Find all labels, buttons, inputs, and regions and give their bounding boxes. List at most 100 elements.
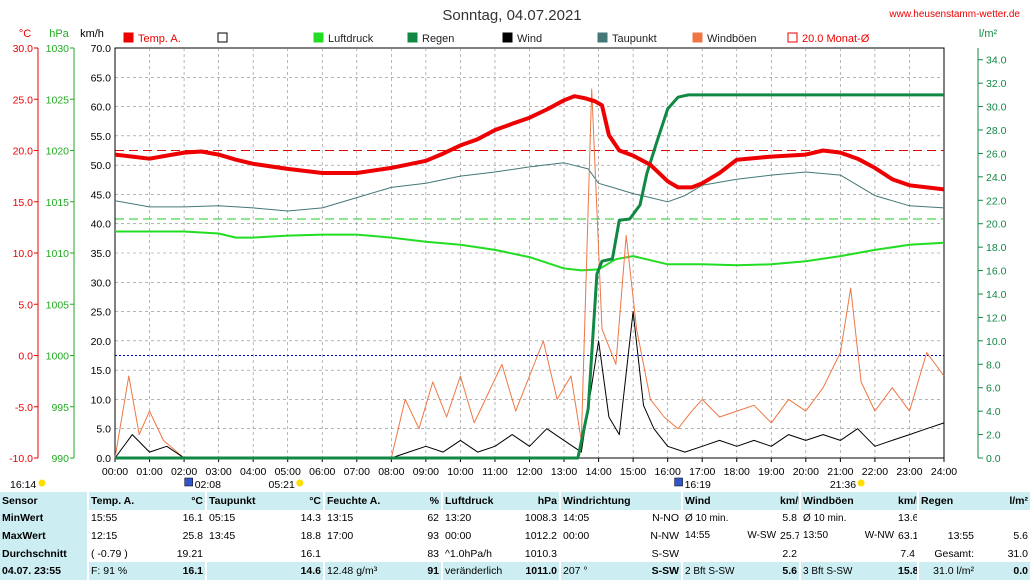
rain-tick-label: 34.0 — [986, 55, 1007, 67]
dew-value: 18.8 — [300, 529, 321, 542]
temp-tick-label: 10.0 — [13, 248, 34, 260]
table-row: Durchschnitt( -0.79 ) 19.21 16.1 83 ^1.0hPa/… — [0, 544, 1030, 563]
legend-label: Taupunkt — [612, 33, 657, 45]
press-value: 1011.0 — [525, 565, 557, 578]
tmin-marker-icon — [184, 477, 193, 487]
time-tick-label: 24:00 — [931, 466, 957, 478]
rain-tick-label: 0.0 — [986, 453, 1001, 465]
legend-swatch — [407, 32, 418, 43]
rain-tick-label: 20.0 — [986, 219, 1007, 231]
legend-swatch — [787, 32, 798, 43]
temp-time: 15:55 — [87, 509, 150, 528]
gust-value: 63.1 — [898, 529, 919, 542]
press-value: 1010.3 — [524, 547, 557, 560]
time-tick-label: 14:00 — [585, 466, 611, 478]
wind-tick-label: 40.0 — [91, 219, 112, 231]
wind-tick-label: 20.0 — [91, 336, 112, 348]
dir-value: N-NO — [652, 512, 679, 525]
gust-time: 13:50 — [799, 527, 859, 545]
hum-time: 12.48 g/m³ — [323, 562, 392, 580]
time-tick-label: 20:00 — [793, 466, 819, 478]
temp-time: F: 91 % — [87, 562, 150, 580]
chart-title: Sonntag, 04.07.2021 — [442, 7, 581, 24]
rain-time: Gesamt: — [917, 544, 977, 563]
table-header: Luftdruck — [441, 492, 510, 510]
temp-tick-label: 30.0 — [13, 43, 34, 55]
table-header: Regen — [917, 492, 977, 510]
pressure-tick-label: 1005 — [46, 299, 70, 311]
legend-swatch — [597, 32, 608, 43]
chart-legend: Temp. A. Luftdruck Regen Wind Taupunkt Windbö… — [123, 32, 870, 45]
dew-value: 14.6 — [300, 565, 321, 578]
rain-unit-label: l/m² — [979, 28, 998, 40]
dir-time: 00:00 — [559, 527, 620, 545]
rain-value — [976, 510, 1030, 528]
rain-tick-label: 8.0 — [986, 359, 1001, 371]
rain-tick-label: 22.0 — [986, 195, 1007, 207]
table-header: °C — [191, 494, 203, 507]
row-label: MinWert — [0, 509, 88, 528]
pressure-tick-label: 1020 — [46, 146, 70, 158]
temp-tick-label: -10.0 — [9, 453, 33, 465]
dir-value: S-SW — [651, 547, 679, 560]
gust-direction — [858, 562, 896, 580]
time-tick-label: 01:00 — [136, 466, 162, 478]
wind-tick-label: 35.0 — [91, 248, 112, 260]
table-header: % — [429, 494, 439, 507]
rain-tick-label: 6.0 — [986, 383, 1001, 395]
time-tick-label: 07:00 — [344, 466, 370, 478]
table-row: 04.07. 23:55 F: 91 % 16.1 14.6 12.48 g/m³ 91 v… — [0, 562, 1031, 580]
rain-tick-label: 26.0 — [986, 148, 1007, 160]
table-header: l/m² — [1009, 494, 1029, 507]
rain-value: 5.6 — [1013, 529, 1029, 542]
temp-value: 19.21 — [176, 547, 203, 560]
pressure-tick-label: 1015 — [46, 197, 70, 209]
rain-tick-label: 14.0 — [986, 289, 1007, 301]
time-tick-label: 13:00 — [551, 466, 577, 478]
legend-label: Temp. A. — [138, 33, 181, 45]
hum-value: 91 — [427, 565, 439, 578]
table-header: Temp. A. — [87, 492, 150, 510]
press-time: 00:00 — [441, 527, 510, 545]
wind-direction — [740, 562, 778, 580]
rain-value: 31.0 — [1007, 547, 1029, 560]
time-tick-label: 17:00 — [689, 466, 715, 478]
table-header: Windböen — [799, 492, 897, 510]
pressure-tick-label: 1030 — [46, 43, 70, 55]
hum-value: 62 — [427, 512, 439, 525]
wind-tick-label: 60.0 — [91, 102, 112, 114]
table-header: km/h — [780, 494, 800, 507]
rain-time: 13:55 — [917, 527, 977, 545]
dew-time: 13:45 — [205, 527, 266, 545]
table-header-row: Sensor Temp. A. °C Taupunkt °C Feuchte A… — [0, 492, 1031, 510]
time-tick-label: 21:00 — [827, 466, 853, 478]
tmax-marker-icon — [674, 477, 683, 487]
temp-tick-label: 25.0 — [13, 94, 34, 106]
table-header: Taupunkt — [205, 492, 266, 510]
time-tick-label: 19:00 — [758, 466, 784, 478]
row-label: MaxWert — [0, 527, 88, 545]
time-tick-label: 11:00 — [482, 466, 508, 478]
legend-swatch — [123, 32, 134, 43]
time-tick-label: 12:00 — [516, 466, 542, 478]
dir-time: 14:05 — [559, 509, 620, 528]
dew-time: 05:15 — [205, 509, 266, 528]
time-markers: 05:21 21:36 02:08 16:19 16:14 — [10, 477, 865, 491]
legend-label: Regen — [422, 33, 454, 45]
temp-time: ( -0.79 ) — [87, 544, 150, 563]
chart-axes: 30.0 25.0 20.0 15.0 10.0 5.0 0.0 -5.0 -10.0 1030 1… — [9, 43, 1007, 478]
press-value: 1008.3 — [524, 512, 557, 525]
time-tick-label: 16:00 — [655, 466, 681, 478]
row-label: 04.07. 23:55 — [0, 562, 88, 580]
wind-tick-label: 50.0 — [91, 160, 112, 172]
press-time: ^1.0hPa/h — [441, 544, 510, 563]
gust-value: 7.4 — [900, 547, 916, 560]
hum-time — [323, 544, 392, 563]
rain-time — [917, 509, 977, 528]
rain-time: 31.0 l/m² — [917, 562, 977, 580]
gust-time: Ø 10 min. — [799, 509, 859, 528]
tmin-marker-label: 02:08 — [195, 479, 221, 491]
table-header: hPa — [537, 494, 557, 507]
chart-series — [114, 88, 945, 460]
temp-tick-label: 5.0 — [18, 299, 33, 311]
